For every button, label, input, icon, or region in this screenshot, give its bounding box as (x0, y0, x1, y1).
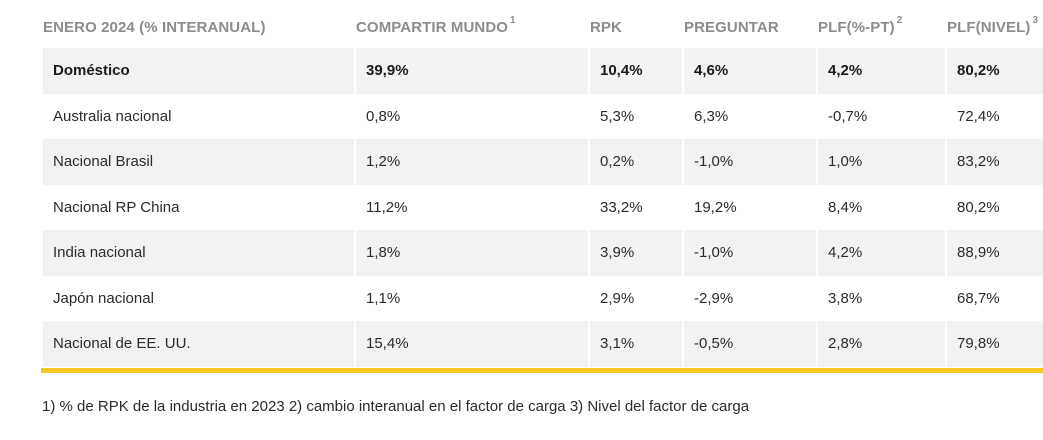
header-ask: PREGUNTAR (684, 8, 816, 48)
cell-plf-level: 80,2% (947, 48, 1043, 94)
cell-plf-pt: 2,8% (818, 321, 945, 367)
table-row: Japón nacional 1,1% 2,9% -2,9% 3,8% 68,7… (43, 275, 1043, 321)
cell-rpk: 3,9% (590, 230, 682, 276)
cell-world-share: 0,8% (356, 93, 588, 139)
cell-plf-level: 88,9% (947, 230, 1043, 276)
cell-region: Nacional RP China (43, 184, 354, 230)
cell-plf-level: 68,7% (947, 275, 1043, 321)
header-region: ENERO 2024 (% INTERANUAL) (43, 8, 354, 48)
cell-region: Australia nacional (43, 93, 354, 139)
cell-ask: -1,0% (684, 230, 816, 276)
cell-region: Nacional Brasil (43, 139, 354, 185)
cell-world-share: 11,2% (356, 184, 588, 230)
cell-ask: 19,2% (684, 184, 816, 230)
cell-ask: -2,9% (684, 275, 816, 321)
header-world-share: COMPARTIR MUNDO 1 (356, 8, 588, 48)
cell-plf-level: 72,4% (947, 93, 1043, 139)
table-row: Nacional RP China 11,2% 33,2% 19,2% 8,4%… (43, 184, 1043, 230)
header-rpk: RPK (590, 8, 682, 48)
traffic-table: ENERO 2024 (% INTERANUAL) COMPARTIR MUND… (41, 8, 1043, 367)
cell-plf-level: 83,2% (947, 139, 1043, 185)
table-row: Doméstico 39,9% 10,4% 4,6% 4,2% 80,2% (43, 48, 1043, 94)
cell-plf-pt: 8,4% (818, 184, 945, 230)
cell-world-share: 1,8% (356, 230, 588, 276)
cell-ask: 4,6% (684, 48, 816, 94)
cell-region: Doméstico (43, 48, 354, 94)
table-row: Australia nacional 0,8% 5,3% 6,3% -0,7% … (43, 93, 1043, 139)
cell-region: Nacional de EE. UU. (43, 321, 354, 367)
cell-rpk: 10,4% (590, 48, 682, 94)
cell-ask: -0,5% (684, 321, 816, 367)
table-row: Nacional Brasil 1,2% 0,2% -1,0% 1,0% 83,… (43, 139, 1043, 185)
accent-divider (41, 368, 1043, 373)
table-header-row: ENERO 2024 (% INTERANUAL) COMPARTIR MUND… (43, 8, 1043, 48)
cell-region: Japón nacional (43, 275, 354, 321)
cell-plf-level: 79,8% (947, 321, 1043, 367)
header-plf-pt: PLF(%-PT) 2 (818, 8, 945, 48)
table-row: Nacional de EE. UU. 15,4% 3,1% -0,5% 2,8… (43, 321, 1043, 367)
cell-world-share: 39,9% (356, 48, 588, 94)
cell-world-share: 15,4% (356, 321, 588, 367)
table-row: India nacional 1,8% 3,9% -1,0% 4,2% 88,9… (43, 230, 1043, 276)
cell-ask: 6,3% (684, 93, 816, 139)
cell-region: India nacional (43, 230, 354, 276)
traffic-table-container: ENERO 2024 (% INTERANUAL) COMPARTIR MUND… (43, 8, 1043, 367)
cell-rpk: 0,2% (590, 139, 682, 185)
cell-rpk: 3,1% (590, 321, 682, 367)
cell-plf-pt: -0,7% (818, 93, 945, 139)
cell-plf-pt: 1,0% (818, 139, 945, 185)
cell-world-share: 1,1% (356, 275, 588, 321)
cell-plf-pt: 4,2% (818, 48, 945, 94)
cell-plf-pt: 4,2% (818, 230, 945, 276)
cell-ask: -1,0% (684, 139, 816, 185)
cell-rpk: 33,2% (590, 184, 682, 230)
cell-world-share: 1,2% (356, 139, 588, 185)
table-footnote: 1) % de RPK de la industria en 2023 2) c… (42, 398, 750, 415)
header-plf-level: PLF(NIVEL) 3 (947, 8, 1043, 48)
cell-plf-pt: 3,8% (818, 275, 945, 321)
cell-rpk: 5,3% (590, 93, 682, 139)
cell-rpk: 2,9% (590, 275, 682, 321)
cell-plf-level: 80,2% (947, 184, 1043, 230)
